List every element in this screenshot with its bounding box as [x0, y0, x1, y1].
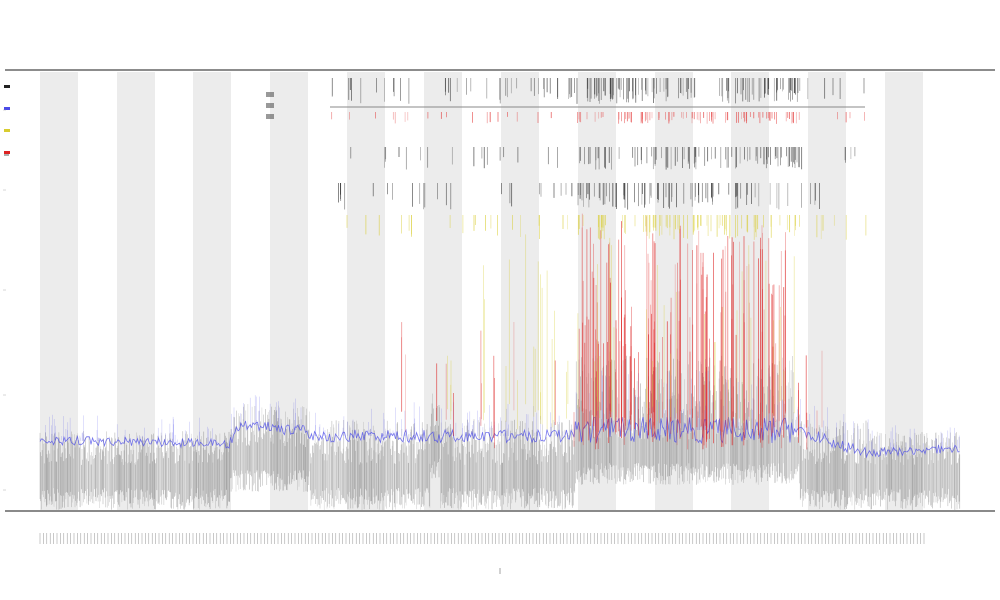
marker-glyph: [266, 92, 274, 97]
series-red: [400, 213, 823, 450]
legend-swatch: [4, 129, 10, 132]
x-tick-labels: [39, 533, 925, 574]
marker-glyph: [266, 114, 274, 119]
series-yellow: [447, 234, 795, 430]
background-band: [117, 72, 155, 510]
legend: [4, 85, 10, 156]
series-blue: [39, 370, 960, 459]
series-gray: [39, 355, 961, 510]
background-band: [424, 72, 462, 510]
background-band: [808, 72, 846, 510]
marker-glyph: [266, 103, 274, 108]
legend-swatch: [4, 151, 10, 154]
blue-series-line: [39, 416, 960, 459]
legend-swatch: [4, 107, 10, 110]
annotation-tracks: [266, 78, 867, 240]
y-tick-marks: [3, 109, 6, 491]
legend-swatch: [4, 85, 10, 88]
background-band: [885, 72, 923, 510]
